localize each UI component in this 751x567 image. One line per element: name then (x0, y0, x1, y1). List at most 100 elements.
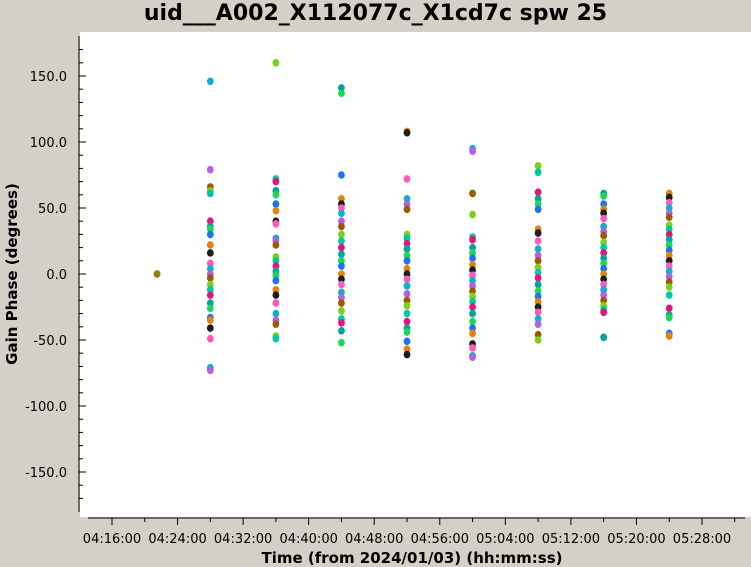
data-point (403, 239, 411, 248)
data-point (534, 237, 542, 245)
data-point (534, 188, 542, 196)
data-point (534, 168, 542, 177)
data-point (206, 334, 214, 343)
data-point (403, 245, 411, 253)
y-tick-label: -100.0 (25, 400, 67, 415)
data-point (338, 194, 345, 203)
data-point (206, 241, 214, 249)
data-point (534, 320, 542, 328)
data-point (272, 241, 280, 249)
data-point (534, 297, 542, 306)
data-point (272, 200, 280, 208)
data-point (600, 231, 608, 240)
data-point (600, 192, 608, 200)
data-point (534, 205, 542, 214)
data-point (206, 324, 214, 332)
data-point (403, 175, 411, 183)
x-tick-label: 05:12:00 (542, 532, 600, 547)
data-point (403, 200, 411, 208)
y-tick-label: 100.0 (30, 136, 67, 151)
data-point (206, 291, 214, 299)
data-point (206, 225, 214, 233)
data-points (153, 59, 673, 375)
data-point (338, 307, 345, 315)
data-point (403, 328, 411, 336)
data-point (338, 270, 345, 278)
data-point (534, 251, 542, 260)
data-point (338, 89, 345, 97)
data-point (338, 230, 345, 239)
data-point (272, 191, 280, 199)
data-point (338, 262, 345, 270)
data-point (600, 270, 608, 278)
data-point (665, 267, 673, 276)
data-point (600, 296, 608, 305)
data-point (338, 222, 345, 231)
data-point (469, 147, 476, 156)
data-point (403, 264, 411, 273)
data-point (403, 270, 411, 278)
data-point (338, 319, 345, 327)
data-point (272, 206, 280, 215)
data-point (534, 280, 542, 289)
data-point (469, 309, 476, 318)
data-point (469, 287, 476, 295)
data-point (272, 271, 280, 280)
data-point (206, 304, 214, 313)
x-axis: 04:16:00 04:24:00 04:32:00 04:40:00 04:48:00… (83, 517, 745, 547)
data-point (600, 308, 608, 317)
data-point (206, 165, 214, 174)
data-point (469, 271, 476, 280)
data-point (665, 213, 673, 222)
data-point (338, 275, 345, 284)
data-point (272, 309, 280, 318)
x-axis-label: Time (from 2024/01/03) (hh:mm:ss) (261, 549, 562, 567)
data-point (534, 194, 542, 203)
data-point (338, 288, 345, 297)
data-point (469, 243, 476, 252)
plot-area (80, 32, 751, 517)
data-point (469, 303, 476, 311)
data-point (272, 286, 280, 294)
data-point (338, 243, 345, 252)
data-point (403, 345, 411, 354)
data-point (665, 246, 673, 255)
data-point (665, 313, 673, 322)
data-point (534, 336, 542, 344)
data-point (534, 161, 542, 170)
data-point (403, 350, 411, 359)
y-tick-label: 0.0 (46, 268, 67, 283)
chart-title: uid___A002_X112077c_X1cd7c spw 25 (143, 1, 608, 26)
data-point (338, 250, 345, 258)
data-point (206, 280, 214, 289)
data-point (665, 241, 673, 249)
y-tick-label: 50.0 (38, 202, 67, 217)
data-point (534, 292, 542, 301)
data-point (403, 309, 411, 318)
data-point (338, 338, 345, 347)
data-point (469, 344, 476, 352)
y-tick-label: -50.0 (33, 334, 67, 349)
x-tick-label: 04:48:00 (345, 532, 403, 547)
data-point (534, 287, 542, 295)
data-point (534, 303, 542, 311)
data-point (403, 337, 411, 346)
data-point (534, 308, 542, 317)
data-point (206, 264, 214, 273)
data-point (206, 299, 214, 307)
data-point (534, 315, 542, 323)
x-tick-label: 04:56:00 (411, 532, 469, 547)
data-point (206, 189, 214, 198)
data-point (272, 320, 280, 328)
data-point (665, 332, 673, 340)
data-point (600, 333, 608, 342)
data-point (206, 249, 214, 257)
data-point (534, 268, 542, 277)
data-point (665, 304, 673, 313)
data-point (600, 259, 608, 268)
data-point (403, 296, 411, 305)
data-point (469, 189, 476, 198)
data-point (469, 254, 476, 262)
x-tick-label: 05:04:00 (476, 532, 534, 547)
